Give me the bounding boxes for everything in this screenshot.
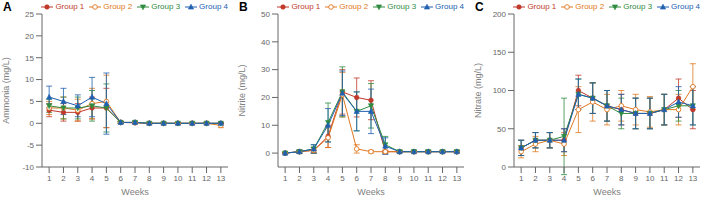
svg-text:40: 40 (261, 38, 270, 47)
html-text:Group 1: Group 1 (55, 2, 85, 11)
svg-text:1: 1 (47, 174, 52, 183)
svg-text:8: 8 (619, 174, 624, 183)
svg-text:Weeks: Weeks (121, 187, 149, 197)
svg-text:13: 13 (216, 174, 225, 183)
svg-text:2: 2 (533, 174, 538, 183)
svg-text:10: 10 (409, 174, 418, 183)
svg-text:9: 9 (161, 174, 166, 183)
svg-text:2: 2 (297, 174, 302, 183)
html-text:C: C (475, 0, 484, 14)
svg-text:6: 6 (590, 174, 595, 183)
svg-text:1: 1 (519, 174, 524, 183)
svg-text:7: 7 (605, 174, 610, 183)
svg-text:-5: -5 (27, 141, 35, 150)
svg-text:13: 13 (688, 174, 697, 183)
svg-text:Weeks: Weeks (593, 187, 621, 197)
svg-text:20: 20 (25, 32, 34, 41)
svg-text:50: 50 (497, 125, 506, 134)
svg-text:15: 15 (25, 54, 34, 63)
html-text:A: A (3, 0, 12, 14)
html-text:Group 3: Group 3 (623, 2, 653, 11)
html-text:B: B (239, 0, 248, 14)
html-text:Group 4: Group 4 (671, 2, 700, 11)
svg-text:12: 12 (202, 174, 211, 183)
svg-text:4: 4 (562, 174, 567, 183)
html-text:Group 2: Group 2 (103, 2, 133, 11)
svg-text:2: 2 (61, 174, 66, 183)
svg-text:5: 5 (104, 174, 109, 183)
svg-text:1: 1 (283, 174, 288, 183)
svg-text:3: 3 (312, 174, 317, 183)
svg-text:6: 6 (354, 174, 359, 183)
svg-text:0: 0 (266, 149, 271, 158)
html-text:Group 2: Group 2 (339, 2, 369, 11)
svg-text:8: 8 (383, 174, 388, 183)
svg-text:11: 11 (424, 174, 433, 183)
svg-text:0: 0 (502, 163, 507, 172)
svg-text:12: 12 (438, 174, 447, 183)
svg-text:6: 6 (118, 174, 123, 183)
svg-text:Ammonia (mg/L): Ammonia (mg/L) (8, 57, 11, 124)
html-text:Group 4: Group 4 (435, 2, 464, 11)
svg-text:8: 8 (147, 174, 152, 183)
svg-text:20: 20 (261, 93, 270, 102)
svg-text:3: 3 (548, 174, 553, 183)
svg-text:7: 7 (369, 174, 374, 183)
svg-text:-10: -10 (22, 163, 34, 172)
svg-text:4: 4 (326, 174, 331, 183)
svg-text:4: 4 (90, 174, 95, 183)
svg-text:5: 5 (30, 97, 35, 106)
html-text:Group 2: Group 2 (575, 2, 605, 11)
svg-text:25: 25 (25, 10, 34, 19)
svg-text:7: 7 (133, 174, 138, 183)
html-text:Group 1: Group 1 (527, 2, 557, 11)
svg-text:13: 13 (452, 174, 461, 183)
html-text:Group 1: Group 1 (291, 2, 321, 11)
svg-text:Nitrate (mg/L): Nitrate (mg/L) (473, 63, 483, 118)
svg-text:150: 150 (493, 48, 507, 57)
svg-text:10: 10 (645, 174, 654, 183)
svg-text:3: 3 (76, 174, 81, 183)
svg-text:100: 100 (493, 86, 507, 95)
svg-text:11: 11 (188, 174, 197, 183)
svg-text:10: 10 (25, 75, 34, 84)
svg-text:0: 0 (30, 119, 35, 128)
svg-text:10: 10 (173, 174, 182, 183)
html-text:Group 3: Group 3 (387, 2, 417, 11)
svg-text:5: 5 (576, 174, 581, 183)
html-text:Group 4: Group 4 (199, 2, 228, 11)
svg-text:10: 10 (261, 121, 270, 130)
svg-text:12: 12 (674, 174, 683, 183)
svg-text:11: 11 (660, 174, 669, 183)
svg-text:200: 200 (493, 10, 507, 19)
html-text:Group 3: Group 3 (151, 2, 181, 11)
svg-text:9: 9 (633, 174, 638, 183)
svg-text:9: 9 (397, 174, 402, 183)
svg-text:50: 50 (261, 10, 270, 19)
svg-text:30: 30 (261, 65, 270, 74)
svg-text:Nitrite (mg/L): Nitrite (mg/L) (237, 64, 247, 116)
svg-text:Weeks: Weeks (357, 187, 385, 197)
svg-text:5: 5 (340, 174, 345, 183)
